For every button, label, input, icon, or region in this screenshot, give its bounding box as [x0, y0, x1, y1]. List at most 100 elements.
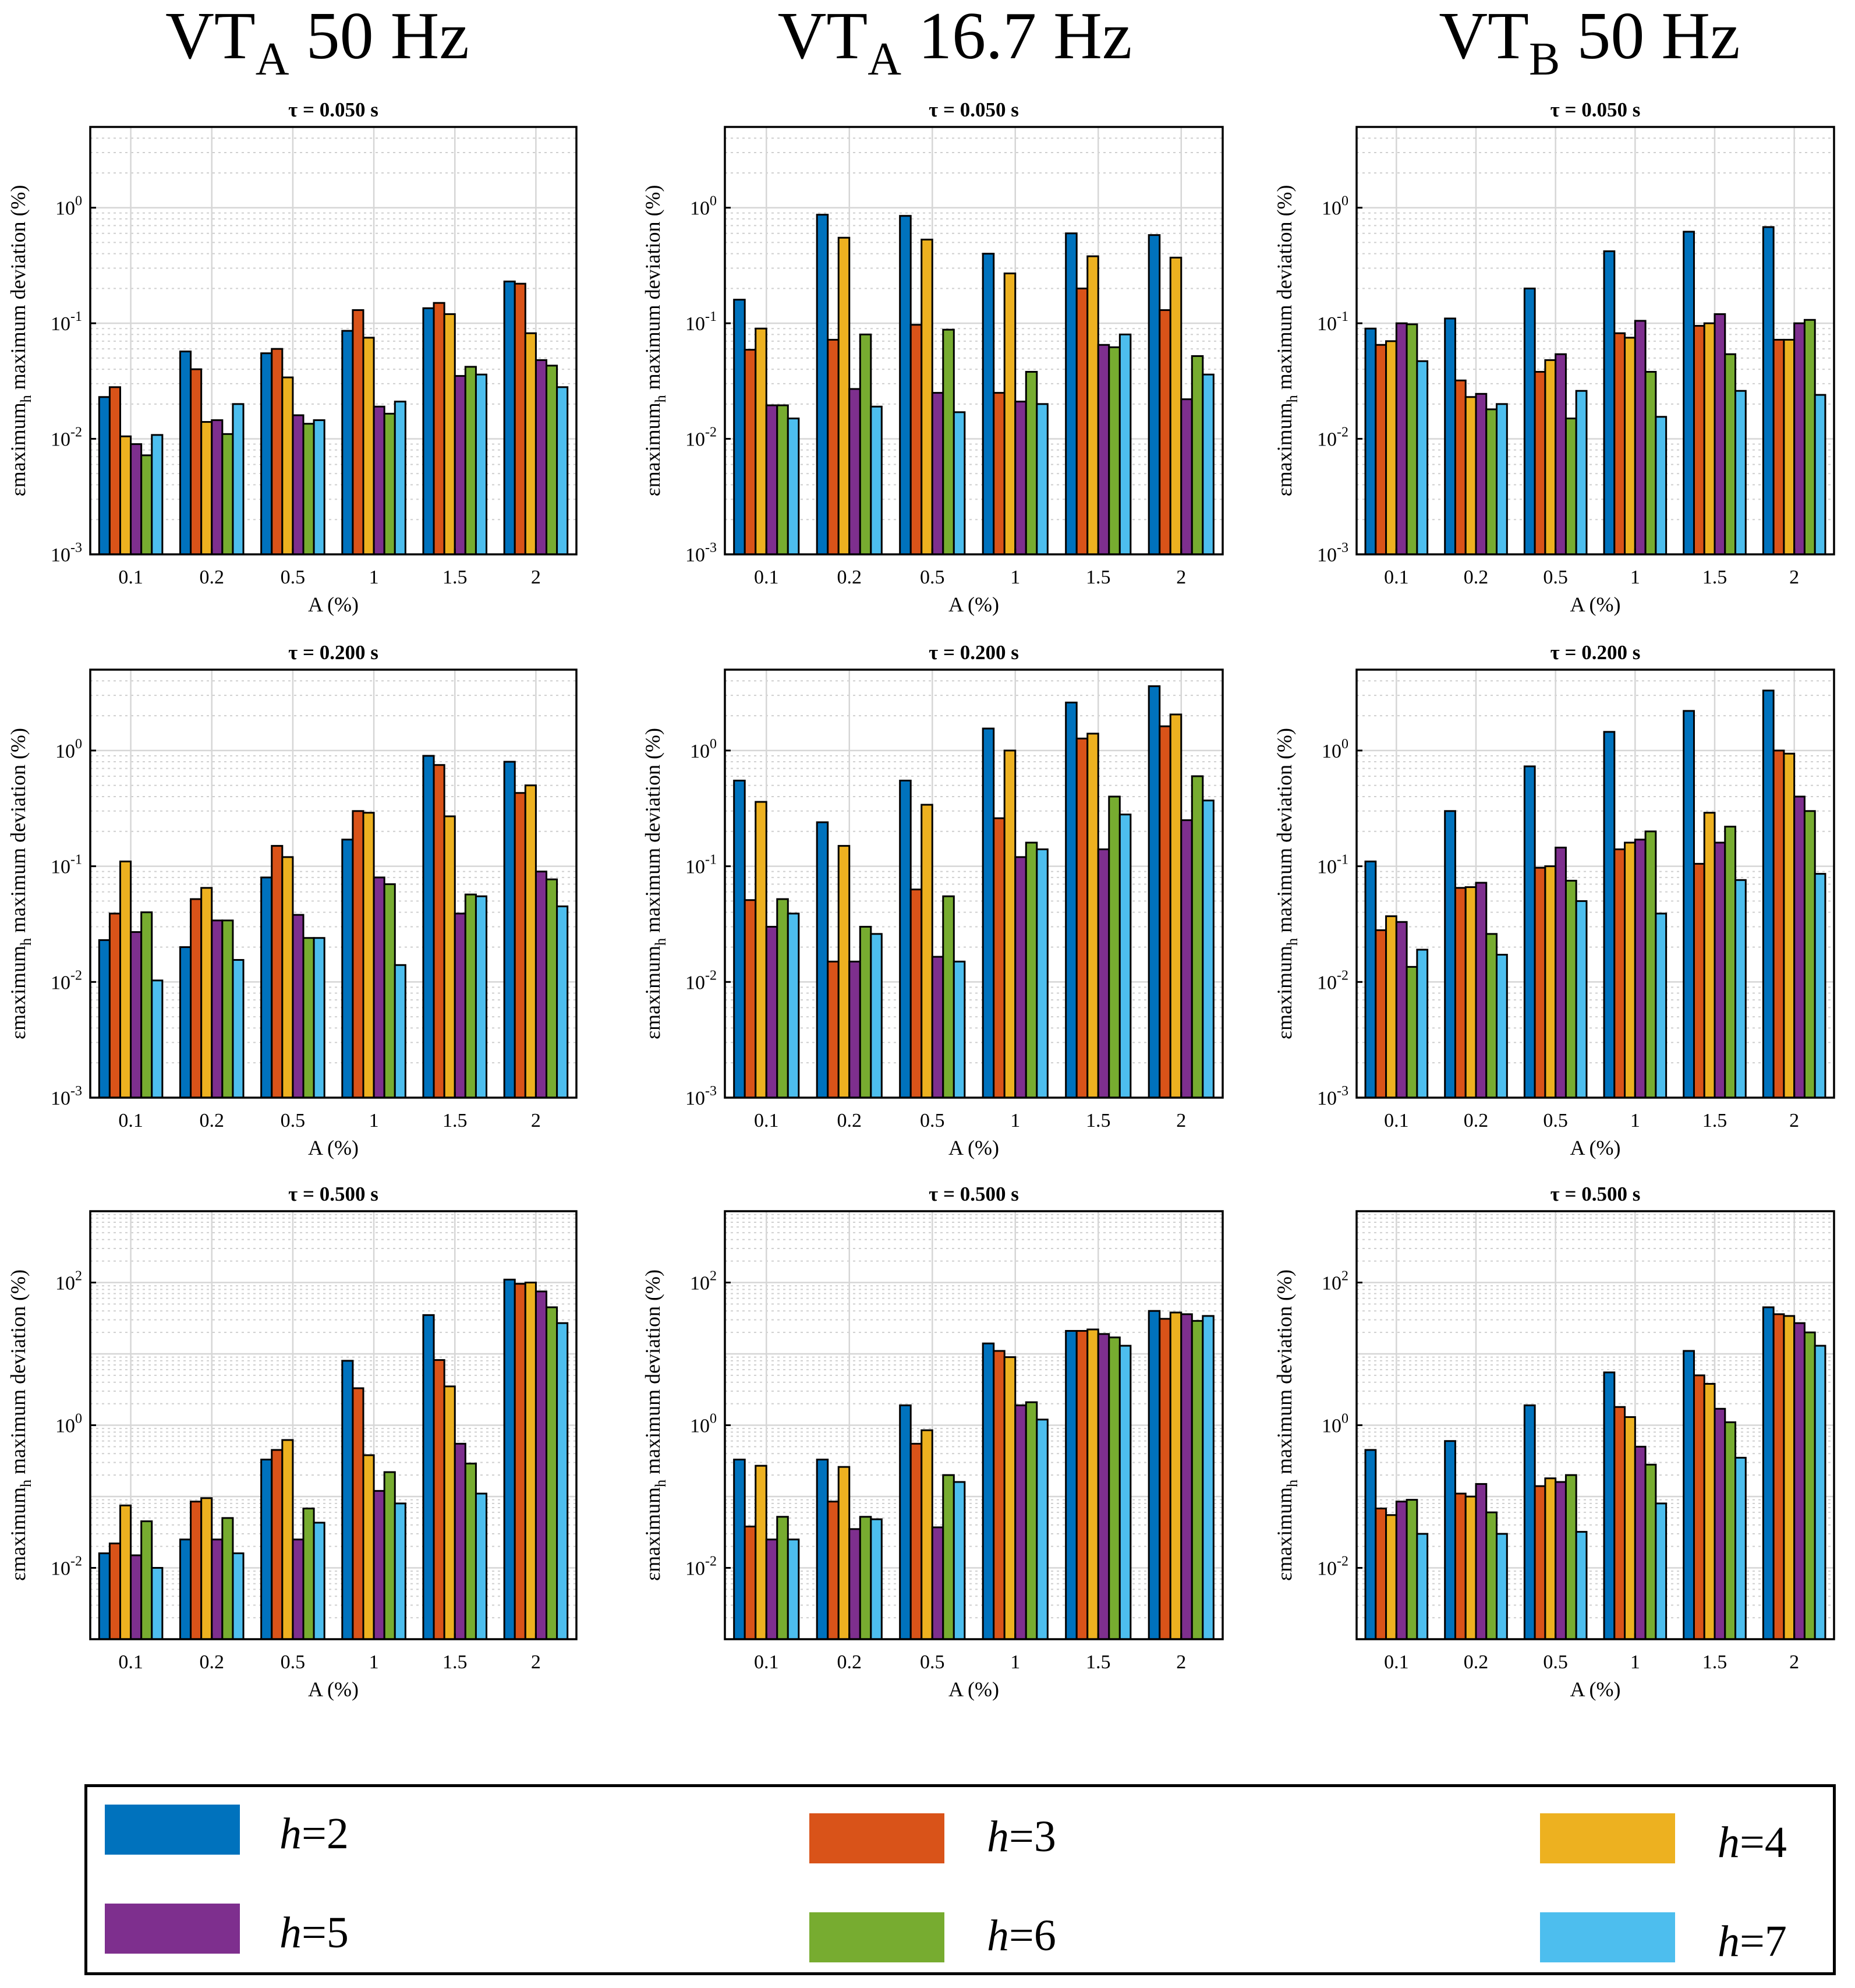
bar-h6-1 — [1644, 830, 1657, 1099]
y-tick-label: 100 — [690, 737, 717, 762]
bar-h7-0.2 — [870, 405, 883, 556]
bar-h4-0.2 — [1464, 1495, 1477, 1640]
bar-h2-1 — [1603, 250, 1616, 556]
bar-h5-1.5 — [1714, 841, 1726, 1099]
y-tick-exponent: 0 — [710, 194, 717, 209]
y-tick-base: 10 — [51, 544, 70, 566]
bar-h5-1 — [1634, 839, 1647, 1099]
bar-h7-1.5 — [1734, 390, 1747, 556]
bar-h3-0.1 — [108, 1543, 121, 1640]
bar-h6-1.5 — [464, 366, 477, 556]
y-tick-exponent: -2 — [705, 968, 717, 983]
y-tick-exponent: -3 — [70, 1084, 82, 1099]
bar-h6-0.2 — [221, 919, 234, 1099]
panel-title: τ = 0.050 s — [1550, 98, 1641, 121]
y-tick-label: 10-1 — [1317, 852, 1348, 878]
y-tick-exponent: 2 — [75, 1269, 82, 1284]
bar-h3-0.2 — [1454, 887, 1467, 1099]
y-axis-label-main: εmaximum — [641, 1487, 664, 1581]
bar-h6-2 — [1191, 1320, 1204, 1640]
y-axis-label-sub: h — [1284, 1480, 1301, 1487]
bar-h6-0.1 — [1406, 1499, 1418, 1640]
bar-h5-0.1 — [765, 925, 778, 1099]
x-tick-label: 0.5 — [1543, 567, 1568, 588]
x-tick-label: 1 — [1010, 1110, 1020, 1131]
bar-h6-0.5 — [1564, 1474, 1577, 1640]
legend-label-italic: h — [279, 1809, 302, 1858]
column-title-rest: 16.7 Hz — [901, 0, 1132, 73]
y-axis-label-rest: maximum deviation (%) — [641, 728, 664, 938]
bar-h5-0.2 — [211, 419, 224, 556]
bar-h6-0.5 — [942, 1474, 955, 1640]
bar-h7-1.5 — [1118, 333, 1132, 556]
bar-h4-0.2 — [837, 845, 851, 1099]
bar-h3-2 — [1159, 1318, 1171, 1640]
bar-h2-1.5 — [1065, 701, 1078, 1099]
x-tick-label: 1.5 — [1086, 1651, 1111, 1673]
bar-h7-2 — [556, 1322, 569, 1640]
bar-h4-0.5 — [281, 376, 294, 556]
y-tick-label: 10-3 — [1317, 540, 1348, 566]
bar-h3-0.5 — [1534, 866, 1546, 1099]
panel-title: τ = 0.050 s — [288, 98, 378, 121]
bar-h5-0.2 — [1475, 882, 1488, 1099]
bar-h2-1 — [341, 330, 354, 556]
legend-label-italic: h — [1718, 1818, 1740, 1867]
bar-h3-0.2 — [1454, 1492, 1467, 1640]
bar-h7-0.5 — [953, 1481, 966, 1640]
y-tick-exponent: 0 — [710, 737, 717, 752]
bar-h4-1.5 — [443, 313, 456, 556]
y-tick-base: 10 — [1317, 1558, 1337, 1580]
bar-h4-0.1 — [1385, 915, 1397, 1099]
bar-h3-0.1 — [1375, 344, 1387, 556]
bar-h4-0.5 — [1544, 865, 1557, 1099]
y-axis-label-rest: maximum deviation (%) — [641, 185, 664, 395]
bar-h6-0.1 — [1406, 965, 1418, 1099]
column-title-main: VT — [165, 0, 256, 73]
x-tick-label: 2 — [1176, 567, 1186, 588]
bar-h3-0.5 — [271, 348, 284, 556]
x-tick-label: 0.2 — [200, 1651, 225, 1673]
y-axis-label-sub: h — [652, 1480, 669, 1487]
bar-h5-0.1 — [1395, 322, 1408, 556]
y-tick-label: 100 — [690, 194, 717, 220]
axes-box — [89, 126, 578, 556]
bar-h2-1 — [982, 1342, 995, 1640]
y-tick-exponent: -2 — [1337, 968, 1348, 983]
bar-h7-0.1 — [151, 979, 164, 1099]
bar-h4-1.5 — [1703, 812, 1716, 1099]
bar-h7-1.5 — [1118, 813, 1132, 1099]
y-tick-base: 10 — [51, 972, 70, 993]
bar-h4-0.2 — [1464, 886, 1477, 1099]
x-tick-label: 0.2 — [1464, 567, 1489, 588]
bar-h7-2 — [1814, 873, 1826, 1099]
y-tick-exponent: 0 — [1341, 194, 1348, 209]
x-axis-label: A (%) — [1570, 593, 1621, 616]
bar-h4-0.2 — [200, 887, 213, 1099]
bar-h2-0.5 — [260, 1458, 273, 1640]
axes-box — [1355, 668, 1835, 1099]
bar-h7-1.5 — [1118, 1345, 1132, 1640]
bar-h4-0.1 — [1385, 1514, 1397, 1640]
bar-h6-0.1 — [140, 1520, 153, 1640]
y-tick-label: 10-1 — [1317, 309, 1348, 335]
legend: h=2 h=3 h=4 h=5 h=6 h=7 — [84, 1784, 1836, 1975]
bar-h4-1 — [362, 337, 375, 556]
column-title-rest: 50 Hz — [1560, 0, 1740, 73]
axes-box — [724, 126, 1224, 556]
bar-h4-0.2 — [837, 236, 851, 556]
bar-h5-1 — [373, 1490, 385, 1640]
bar-h3-2 — [514, 1283, 526, 1640]
y-tick-exponent: -2 — [705, 1554, 717, 1569]
bar-h7-2 — [1202, 800, 1215, 1099]
bar-h4-1.5 — [1086, 1328, 1099, 1640]
y-tick-exponent: -3 — [1337, 540, 1348, 556]
bar-h3-0.2 — [827, 1501, 840, 1640]
y-tick-base: 10 — [51, 857, 70, 878]
y-tick-label: 10-1 — [51, 852, 82, 878]
column-title-sub: A — [256, 34, 289, 85]
bar-h6-0.2 — [859, 333, 872, 556]
bar-h2-0.5 — [899, 1404, 912, 1640]
